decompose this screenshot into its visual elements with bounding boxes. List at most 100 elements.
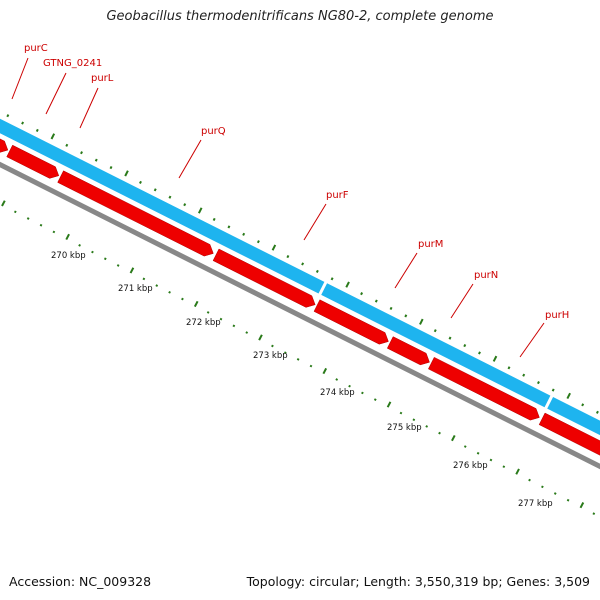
scale-major-tick bbox=[129, 267, 135, 274]
gene-leader-line bbox=[45, 72, 67, 115]
scale-minor-tick bbox=[39, 223, 43, 227]
gene-leader-line bbox=[450, 283, 474, 319]
scale-major-tick bbox=[322, 367, 328, 375]
minor-tick bbox=[80, 151, 83, 155]
gene-label: purQ bbox=[201, 126, 226, 137]
minor-tick bbox=[242, 232, 246, 236]
minor-tick bbox=[595, 410, 599, 414]
scale-major-tick bbox=[65, 233, 70, 240]
scale-minor-tick bbox=[91, 250, 94, 254]
scale-minor-tick bbox=[348, 384, 351, 388]
minor-tick bbox=[433, 329, 437, 333]
forward-strand-segment bbox=[321, 283, 551, 408]
gene-leader-line bbox=[519, 322, 545, 358]
scale-minor-tick bbox=[592, 512, 596, 515]
minor-tick bbox=[315, 269, 319, 273]
minor-tick bbox=[286, 254, 290, 259]
gene-leader-line bbox=[303, 203, 327, 241]
scale-label: 274 kbp bbox=[320, 388, 355, 398]
scale-minor-tick bbox=[181, 297, 184, 301]
scale-minor-tick bbox=[26, 217, 30, 220]
minor-tick bbox=[448, 336, 452, 340]
scale-minor-tick bbox=[103, 257, 107, 261]
minor-tick bbox=[360, 292, 364, 296]
minor-tick bbox=[212, 217, 216, 222]
scale-minor-tick bbox=[245, 331, 249, 334]
gene-label: purH bbox=[545, 310, 569, 321]
scale-minor-tick bbox=[528, 478, 531, 482]
scale-major-tick bbox=[386, 401, 392, 408]
minor-tick bbox=[536, 381, 540, 385]
scale-minor-tick bbox=[463, 445, 467, 448]
scale-minor-tick bbox=[335, 378, 339, 381]
scale-minor-tick bbox=[296, 358, 300, 361]
minor-tick bbox=[330, 277, 334, 281]
gene-label: purC bbox=[24, 43, 48, 54]
gene-arrow bbox=[212, 248, 316, 308]
scale-major-tick bbox=[193, 300, 199, 308]
scale-minor-tick bbox=[309, 364, 313, 368]
major-tick bbox=[419, 318, 424, 325]
minor-tick bbox=[21, 121, 25, 125]
gene-leader-line bbox=[11, 57, 29, 100]
scale-minor-tick bbox=[476, 451, 480, 455]
major-tick bbox=[124, 170, 129, 177]
scale-minor-tick bbox=[142, 277, 146, 281]
scale-minor-tick bbox=[52, 230, 56, 234]
minor-tick bbox=[109, 165, 113, 170]
scale-minor-tick bbox=[489, 458, 493, 462]
map-title: Geobacillus thermodenitrificans NG80-2, … bbox=[106, 9, 494, 24]
forward-strand-segment bbox=[0, 118, 325, 294]
gene-label: purN bbox=[474, 270, 498, 281]
gene-arrow bbox=[428, 356, 540, 421]
minor-tick bbox=[94, 158, 98, 162]
gene-arrow bbox=[6, 144, 60, 179]
scale-minor-tick bbox=[541, 485, 544, 489]
scale-label: 270 kbp bbox=[51, 251, 86, 261]
minor-tick bbox=[301, 262, 305, 266]
gene-arrow bbox=[313, 299, 389, 345]
minor-tick bbox=[389, 306, 393, 311]
gene-arrow bbox=[538, 412, 600, 456]
major-tick bbox=[345, 281, 350, 288]
scale-label: 273 kbp bbox=[253, 351, 288, 361]
scale-minor-tick bbox=[399, 411, 403, 415]
minor-tick bbox=[153, 188, 157, 192]
major-tick bbox=[197, 207, 203, 214]
scale-label: 277 kbp bbox=[518, 499, 553, 509]
scale-minor-tick bbox=[412, 418, 416, 422]
minor-tick bbox=[463, 343, 467, 348]
gene-label: GTNG_0241 bbox=[43, 58, 102, 69]
scale-minor-tick bbox=[168, 290, 171, 294]
gene-arrow bbox=[57, 170, 214, 257]
minor-tick bbox=[551, 388, 555, 392]
minor-tick bbox=[522, 373, 526, 377]
major-tick bbox=[566, 392, 571, 400]
minor-tick bbox=[183, 203, 187, 207]
forward-strand-segment bbox=[547, 396, 600, 436]
gene-leader-line bbox=[394, 252, 418, 289]
minor-tick bbox=[65, 143, 69, 147]
minor-tick bbox=[168, 195, 172, 199]
gene-leader-line bbox=[178, 139, 202, 179]
scale-label: 275 kbp bbox=[387, 423, 422, 433]
gene-arrow bbox=[386, 336, 430, 366]
backbone-line bbox=[0, 161, 600, 470]
scale-major-tick bbox=[258, 334, 263, 341]
scale-minor-tick bbox=[116, 264, 120, 267]
scale-minor-tick bbox=[219, 317, 223, 321]
scale-minor-tick bbox=[13, 210, 17, 214]
scale-minor-tick bbox=[502, 465, 506, 469]
scale-minor-tick bbox=[283, 351, 287, 355]
accession-text: Accession: NC_009328 bbox=[9, 574, 152, 589]
scale-minor-tick bbox=[373, 398, 377, 401]
minor-tick bbox=[256, 240, 260, 244]
minor-tick bbox=[478, 351, 481, 355]
scale-minor-tick bbox=[155, 284, 159, 287]
scale-minor-tick bbox=[361, 391, 364, 395]
scale-major-tick bbox=[1, 200, 6, 207]
scale-minor-tick bbox=[206, 311, 210, 314]
gene-label: purM bbox=[418, 239, 443, 250]
scale-label: 271 kbp bbox=[118, 284, 153, 294]
